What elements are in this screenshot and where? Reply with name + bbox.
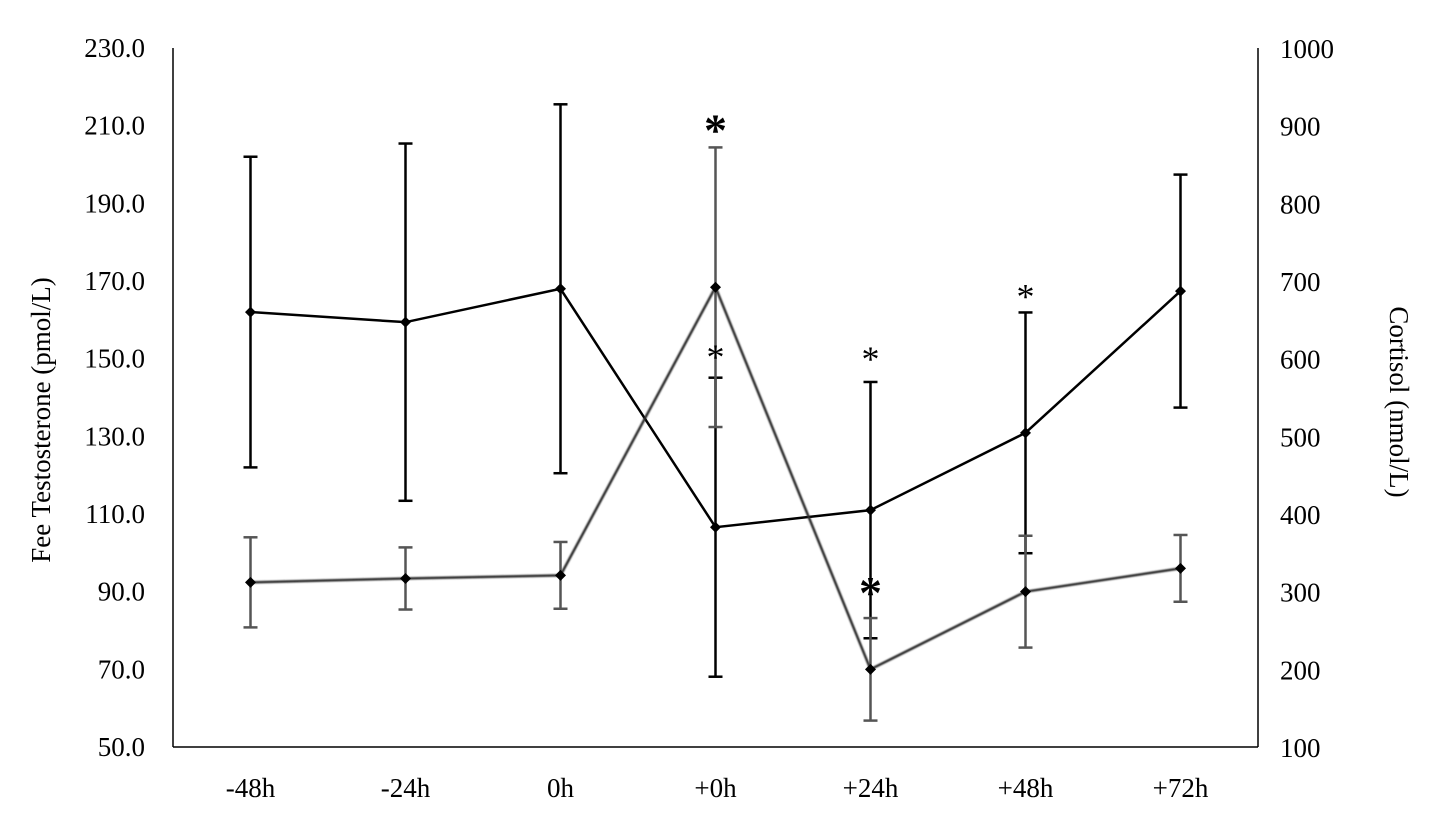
y2-tick-label: 900 [1280, 112, 1321, 142]
y-tick-label: 130.0 [84, 421, 145, 451]
data-point [1175, 562, 1186, 574]
x-tick-label: +0h [694, 773, 737, 803]
y2-axis-label: Cortisol (nmol/L) [1384, 306, 1414, 497]
significance-asterisk: * [704, 105, 727, 156]
data-point [710, 281, 721, 293]
y2-tick-label: 500 [1280, 422, 1321, 452]
y-tick-label: 70.0 [98, 654, 145, 684]
y-axis-label: Fee Testosterone (pmol/L) [26, 277, 56, 563]
y2-tick-label: 100 [1280, 733, 1321, 763]
data-point [245, 306, 256, 318]
y2-tick-label: 400 [1280, 500, 1321, 530]
significance-asterisk: * [862, 339, 880, 379]
data-point [400, 316, 411, 328]
x-tick-label: 0h [547, 773, 575, 803]
data-point [245, 576, 256, 588]
y2-tick-label: 300 [1280, 578, 1321, 608]
y2-tick-label: 700 [1280, 267, 1321, 297]
x-tick-label: +72h [1153, 773, 1209, 803]
significance-asterisk: * [1017, 277, 1035, 317]
y2-tick-label: 200 [1280, 655, 1321, 685]
axes: 50.0 70.0 90.0 110.0 130.0 150.0 170.0 190.0 210… [84, 33, 1334, 803]
x-tick-label: +48h [998, 773, 1054, 803]
data-point [555, 569, 566, 581]
y-tick-label: 150.0 [84, 344, 145, 374]
y2-tick-label: 1000 [1280, 34, 1334, 64]
series-free-testosterone [243, 103, 1188, 678]
data-point [710, 521, 721, 533]
data-point [1175, 285, 1186, 297]
x-tick-label: -24h [381, 773, 431, 803]
x-tick-label: +24h [843, 773, 899, 803]
y-tick-label: 110.0 [85, 499, 145, 529]
y-tick-label: 190.0 [84, 188, 145, 218]
y-tick-label: 50.0 [98, 732, 145, 762]
data-point [400, 572, 411, 584]
y-tick-label: 230.0 [84, 33, 145, 63]
y-tick-label: 210.0 [84, 111, 145, 141]
y-tick-label: 170.0 [84, 266, 145, 296]
series-layer [243, 103, 1188, 722]
series-cortisol [243, 146, 1188, 722]
data-point [1020, 427, 1031, 439]
significance-asterisk: * [859, 567, 882, 618]
data-point [865, 663, 876, 675]
annotations: * * * * * [704, 105, 1035, 618]
data-point [865, 504, 876, 516]
significance-asterisk: * [707, 337, 725, 377]
x-tick-label: -48h [226, 773, 276, 803]
y2-tick-label: 800 [1280, 189, 1321, 219]
y-tick-label: 90.0 [98, 577, 145, 607]
y2-tick-label: 600 [1280, 345, 1321, 375]
data-point [1020, 586, 1031, 598]
data-point [555, 283, 566, 295]
